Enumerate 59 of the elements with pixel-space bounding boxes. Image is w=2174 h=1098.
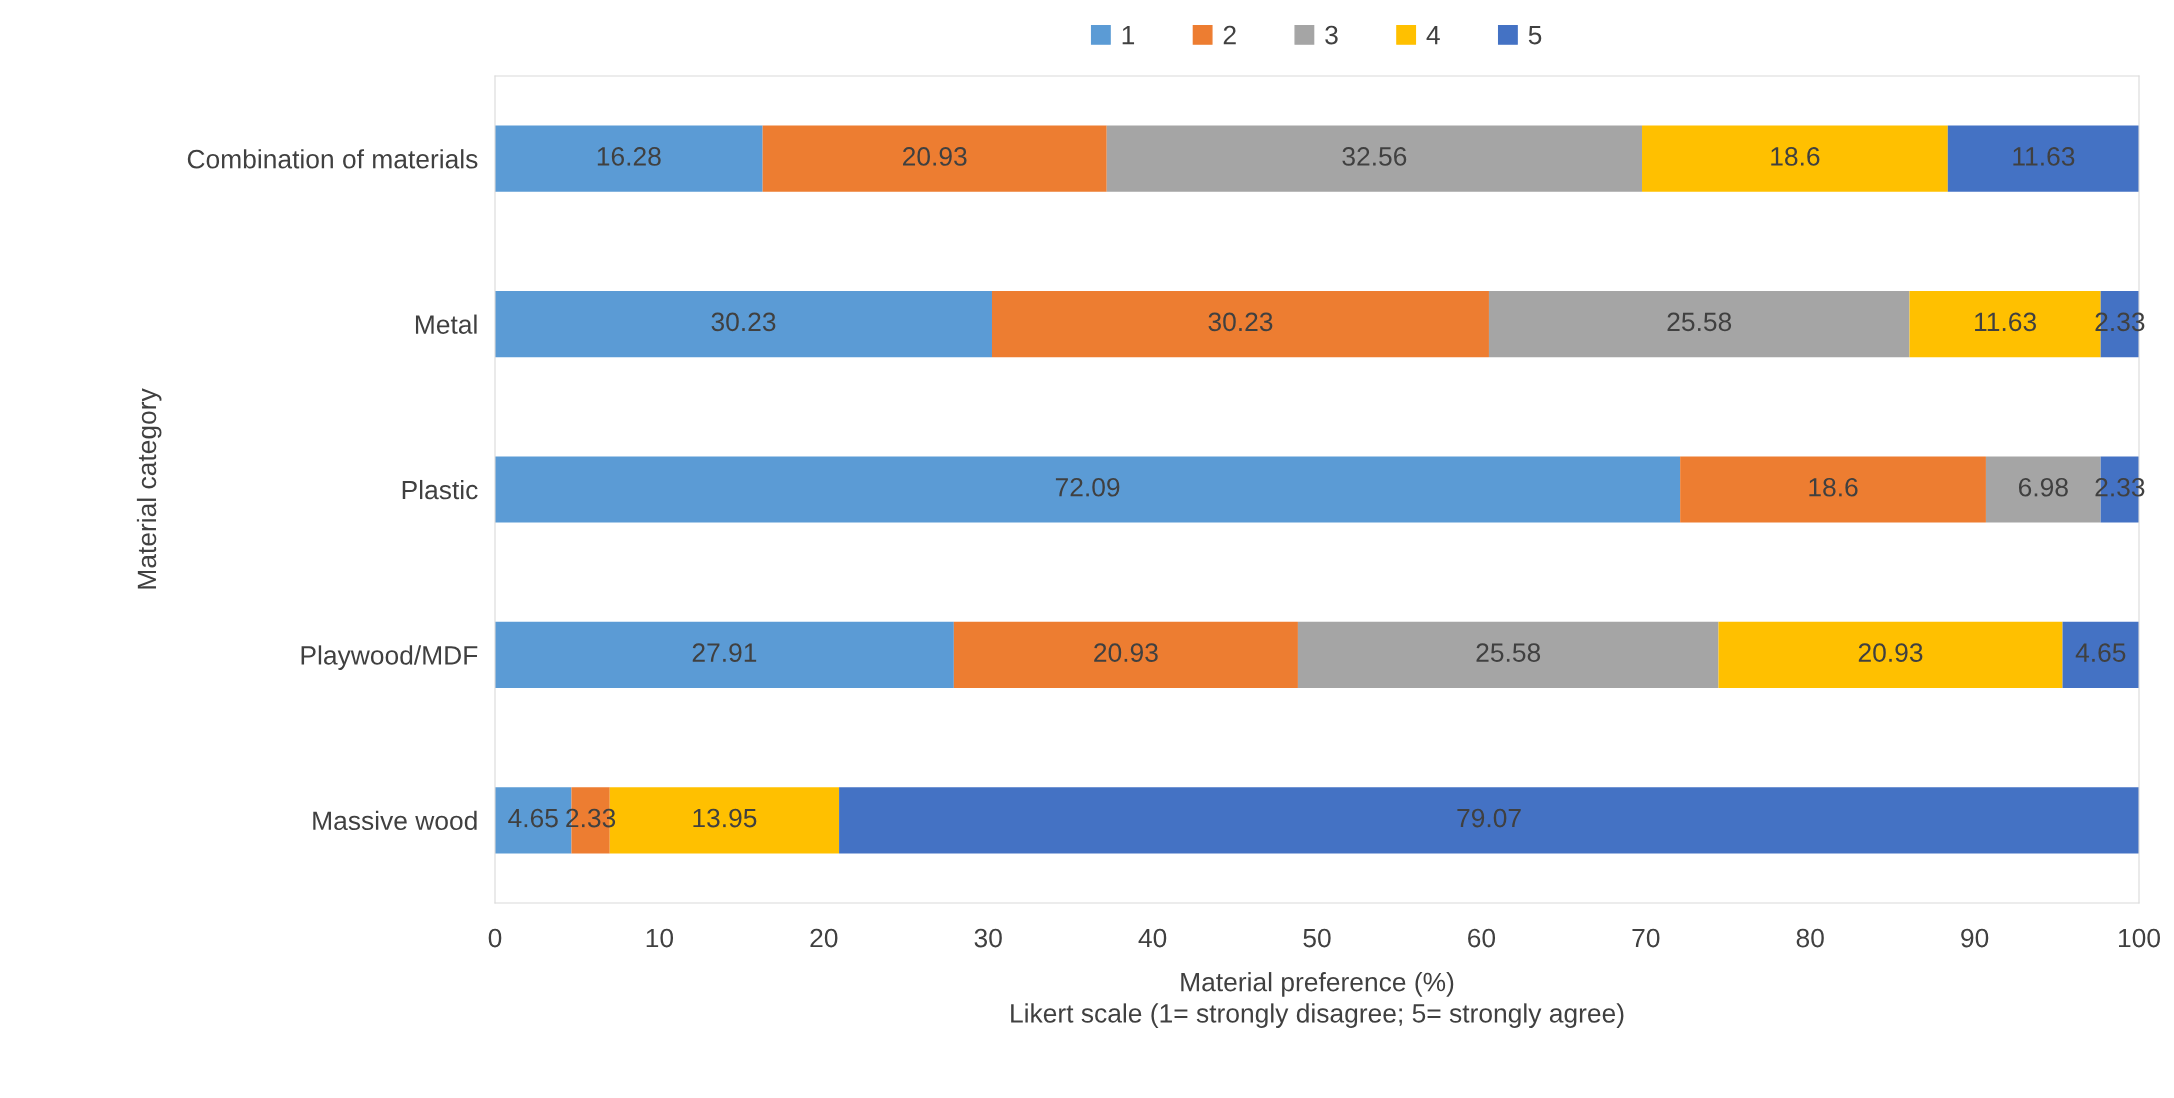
legend-label: 1	[1122, 25, 1135, 45]
y-tick-label: Massive wood	[313, 810, 477, 831]
y-tick-label: Metal	[415, 314, 477, 334]
bar	[839, 787, 2139, 854]
x-tick-label: 30	[974, 928, 1002, 948]
bar	[953, 621, 1298, 688]
data-label: 11.63	[2013, 147, 2075, 166]
bar	[991, 291, 1489, 358]
x-tick-label: 60	[1468, 928, 1496, 948]
x-tick-label: 90	[1961, 928, 1989, 948]
bar	[1106, 125, 1643, 192]
bar	[1297, 621, 1719, 688]
data-label: 11.63	[1975, 312, 2036, 332]
data-label: 30.23	[1208, 312, 1273, 332]
y-tick-label: Combination of materials	[187, 149, 478, 169]
x-tick-label: 40	[1138, 928, 1167, 948]
x-tick-label: 80	[1796, 928, 1824, 948]
data-label: 4.65	[508, 808, 558, 828]
legend-label: 2	[1223, 25, 1236, 45]
bar	[1947, 125, 2139, 192]
data-label: 20.93	[1094, 643, 1158, 662]
x-tick-label: 50	[1303, 928, 1331, 948]
x-tick-label: 70	[1632, 928, 1660, 948]
legend-label: 3	[1325, 25, 1338, 45]
data-label: 25.58	[1667, 312, 1732, 332]
data-label: 20.93	[1858, 643, 1923, 662]
x-tick-label: 0	[488, 928, 502, 948]
data-label: 32.56	[1342, 147, 1407, 166]
data-label: 72.09	[1055, 477, 1120, 497]
bar	[495, 125, 763, 192]
bar	[1718, 621, 2063, 688]
y-tick-label: Playwood/MDF	[301, 645, 478, 670]
data-label: 20.93	[903, 147, 967, 166]
data-label: 27.91	[692, 643, 757, 662]
data-label: 6.98	[2018, 477, 2068, 497]
data-label: 18.6	[1771, 147, 1820, 166]
bar	[1488, 291, 1910, 358]
legend-label: 5	[1528, 25, 1542, 45]
x-tick-label: 100	[2119, 928, 2160, 948]
bar	[495, 621, 954, 688]
x-axis-title: Material preference (%) Likert scale (1= strongly disagree; 5= strongly agree)	[1011, 972, 1624, 1028]
bar	[495, 291, 992, 358]
x-tick-label: 10	[646, 928, 674, 948]
bar	[495, 456, 1681, 523]
data-label: 30.23	[711, 312, 776, 332]
data-label: 16.28	[597, 147, 661, 166]
data-label: 25.58	[1476, 643, 1541, 662]
bar	[1680, 456, 1986, 523]
bar	[762, 125, 1107, 192]
data-label: 18.6	[1809, 477, 1858, 497]
y-axis-title: Material category	[136, 388, 162, 589]
y-tick-label: Plastic	[402, 479, 478, 500]
bar	[1642, 125, 1948, 192]
data-label: 4.65	[2075, 643, 2126, 662]
data-label: 13.95	[693, 808, 757, 828]
bar	[2062, 621, 2139, 688]
data-label: 79.07	[1457, 808, 1521, 828]
legend-label: 4	[1426, 25, 1440, 45]
x-tick-label: 20	[810, 928, 838, 948]
